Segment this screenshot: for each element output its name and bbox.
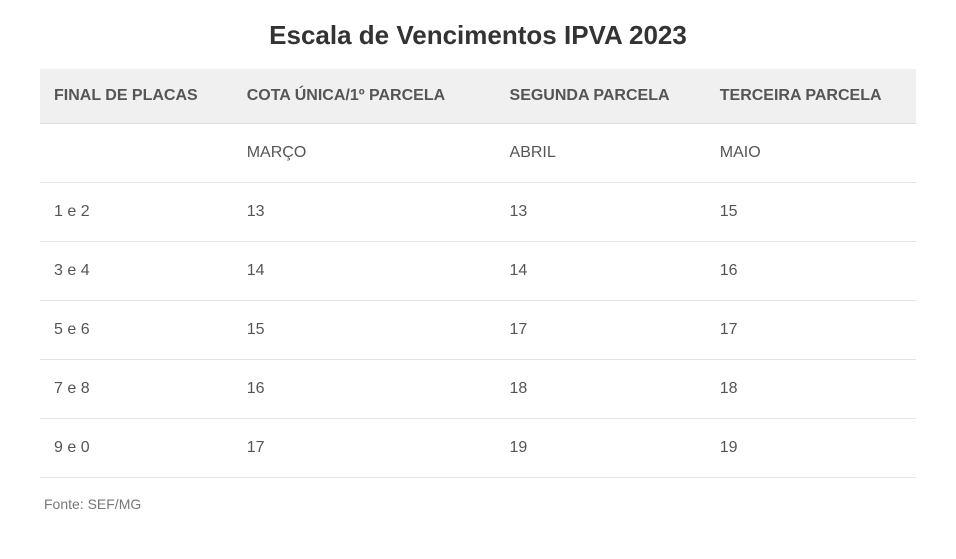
cell: 17 [233,419,496,478]
cell: 16 [706,242,916,301]
cell [40,124,233,183]
col-header-segunda: SEGUNDA PARCELA [496,69,706,124]
cell: MAIO [706,124,916,183]
cell: 14 [496,242,706,301]
cell: 15 [706,183,916,242]
cell: 18 [706,360,916,419]
col-header-terceira: TERCEIRA PARCELA [706,69,916,124]
source-text: Fonte: SEF/MG [40,496,916,512]
cell: 13 [233,183,496,242]
table-row: MARÇO ABRIL MAIO [40,124,916,183]
cell: 17 [706,301,916,360]
cell: 16 [233,360,496,419]
ipva-table: FINAL DE PLACAS COTA ÚNICA/1º PARCELA SE… [40,69,916,478]
cell: 9 e 0 [40,419,233,478]
cell: MARÇO [233,124,496,183]
cell: 18 [496,360,706,419]
col-header-cota: COTA ÚNICA/1º PARCELA [233,69,496,124]
cell: 1 e 2 [40,183,233,242]
cell: 19 [496,419,706,478]
cell: 5 e 6 [40,301,233,360]
table-row: 7 e 8 16 18 18 [40,360,916,419]
cell: 14 [233,242,496,301]
cell: 7 e 8 [40,360,233,419]
col-header-placas: FINAL DE PLACAS [40,69,233,124]
cell: 17 [496,301,706,360]
table-row: 5 e 6 15 17 17 [40,301,916,360]
table-row: 9 e 0 17 19 19 [40,419,916,478]
cell: 15 [233,301,496,360]
table-row: 3 e 4 14 14 16 [40,242,916,301]
cell: 3 e 4 [40,242,233,301]
cell: 13 [496,183,706,242]
cell: 19 [706,419,916,478]
page-title: Escala de Vencimentos IPVA 2023 [40,20,916,51]
table-header-row: FINAL DE PLACAS COTA ÚNICA/1º PARCELA SE… [40,69,916,124]
cell: ABRIL [496,124,706,183]
table-row: 1 e 2 13 13 15 [40,183,916,242]
